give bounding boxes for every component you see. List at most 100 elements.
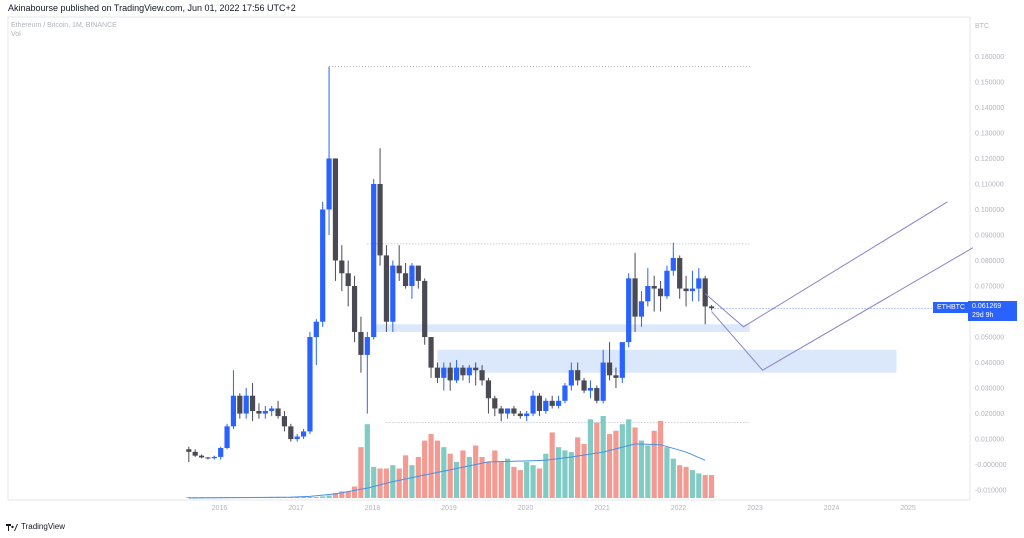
candle[interactable] xyxy=(230,370,237,429)
candle[interactable] xyxy=(345,260,351,307)
candle[interactable] xyxy=(256,403,262,419)
candle[interactable] xyxy=(358,316,364,373)
candle[interactable] xyxy=(619,342,625,383)
candle[interactable] xyxy=(536,393,543,417)
candle[interactable] xyxy=(402,263,409,289)
price-scale[interactable]: BTC 0.160000 0.150000 0.140000 0.130000 0.120… xyxy=(975,23,1007,495)
candle[interactable] xyxy=(332,158,339,281)
candle[interactable] xyxy=(186,446,192,463)
time-scale[interactable]: 2016 2017 2018 2019 2020 2021 2022 2023 2024 2025 xyxy=(212,505,916,512)
projection-path-line[interactable] xyxy=(711,247,974,371)
main-pane[interactable] xyxy=(7,16,971,501)
candle[interactable] xyxy=(447,362,453,391)
candle[interactable] xyxy=(281,411,288,432)
candle[interactable] xyxy=(498,405,504,422)
candle[interactable] xyxy=(351,275,358,343)
candle[interactable] xyxy=(300,428,307,440)
last-price-label: 0.061269 29d 9h xyxy=(968,301,1017,321)
candle[interactable] xyxy=(249,382,256,422)
candle[interactable] xyxy=(600,349,606,404)
candle[interactable] xyxy=(275,400,281,419)
candle[interactable] xyxy=(288,423,294,442)
candle[interactable] xyxy=(677,255,683,299)
candle[interactable] xyxy=(543,398,549,414)
candle[interactable] xyxy=(192,449,198,457)
candle[interactable] xyxy=(632,252,638,332)
candle[interactable] xyxy=(651,275,657,312)
candle[interactable] xyxy=(434,362,441,383)
candle[interactable] xyxy=(460,365,466,381)
candle[interactable] xyxy=(575,362,581,386)
candle[interactable] xyxy=(524,411,530,422)
candle[interactable] xyxy=(243,388,249,419)
candle[interactable] xyxy=(504,408,511,419)
candle[interactable] xyxy=(645,268,651,307)
candle[interactable] xyxy=(594,385,600,404)
candle[interactable] xyxy=(626,273,632,348)
candle[interactable] xyxy=(383,245,390,332)
candle[interactable] xyxy=(664,265,670,299)
candle[interactable] xyxy=(562,382,568,404)
candle[interactable] xyxy=(390,260,396,332)
candle[interactable] xyxy=(218,446,224,460)
candle[interactable] xyxy=(294,433,300,442)
candle[interactable] xyxy=(224,423,230,450)
candle[interactable] xyxy=(428,337,434,378)
candle[interactable] xyxy=(269,405,275,417)
candle[interactable] xyxy=(479,365,485,386)
candle[interactable] xyxy=(708,305,715,311)
candle[interactable] xyxy=(638,291,645,327)
candle[interactable] xyxy=(396,245,402,281)
demand-zone-rect[interactable] xyxy=(373,324,750,332)
candle-body xyxy=(358,331,364,355)
candle[interactable] xyxy=(198,454,205,459)
candle[interactable] xyxy=(568,362,574,391)
candle[interactable] xyxy=(422,278,428,345)
candle[interactable] xyxy=(364,331,370,414)
candle[interactable] xyxy=(517,411,523,419)
candle-series[interactable] xyxy=(186,66,715,463)
candle[interactable] xyxy=(613,367,619,389)
candle[interactable] xyxy=(307,331,313,434)
candle[interactable] xyxy=(415,265,421,289)
candle[interactable] xyxy=(549,395,555,409)
candle[interactable] xyxy=(441,362,447,391)
candle-body xyxy=(536,395,543,412)
candle[interactable] xyxy=(371,178,377,340)
candle[interactable] xyxy=(211,455,217,460)
candle[interactable] xyxy=(670,242,676,276)
candle[interactable] xyxy=(485,377,492,414)
candle[interactable] xyxy=(453,359,460,383)
candle[interactable] xyxy=(606,342,613,381)
candle[interactable] xyxy=(320,201,326,327)
candle[interactable] xyxy=(313,319,319,366)
candle[interactable] xyxy=(696,268,702,302)
demand-zone-rect[interactable] xyxy=(437,349,897,373)
candle[interactable] xyxy=(689,270,696,302)
candle[interactable] xyxy=(262,405,268,419)
candle[interactable] xyxy=(657,280,664,312)
candle[interactable] xyxy=(530,390,536,417)
candle[interactable] xyxy=(339,245,345,292)
candle[interactable] xyxy=(511,405,517,417)
candle[interactable] xyxy=(702,275,708,325)
candle[interactable] xyxy=(473,362,479,386)
projection-path-line[interactable] xyxy=(704,201,948,328)
volume-label[interactable]: Vol xyxy=(11,31,21,38)
candle[interactable] xyxy=(409,263,415,299)
candle[interactable] xyxy=(466,365,472,383)
candle[interactable] xyxy=(587,380,594,399)
candle[interactable] xyxy=(377,148,383,266)
candle[interactable] xyxy=(555,395,562,409)
time-tick: 2019 xyxy=(441,505,457,512)
candle[interactable] xyxy=(237,393,243,419)
candle[interactable] xyxy=(492,395,498,417)
candle[interactable] xyxy=(581,377,587,394)
volume-bar xyxy=(677,465,683,498)
candle[interactable] xyxy=(326,66,332,235)
candle[interactable] xyxy=(205,456,211,460)
candle[interactable] xyxy=(683,275,689,307)
symbol-title[interactable]: Ethereum / Bitcoin, 1M, BINANCE xyxy=(11,22,117,29)
tradingview-logo[interactable]: TradingView xyxy=(6,522,65,531)
